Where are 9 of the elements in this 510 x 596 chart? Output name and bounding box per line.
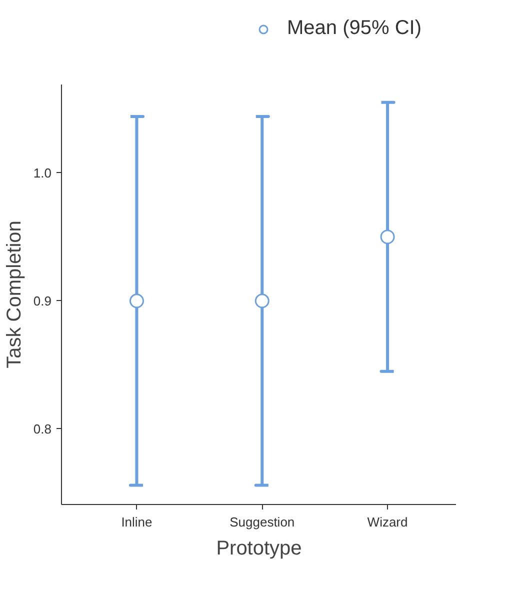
x-tick-label: Inline bbox=[121, 514, 152, 530]
y-axis-title: Task Completion bbox=[3, 220, 26, 368]
y-tick-label: 0.9 bbox=[33, 293, 52, 308]
legend-label: Mean (95% CI) bbox=[287, 17, 422, 40]
y-tick-label: 1.0 bbox=[33, 165, 52, 180]
x-tick-label: Wizard bbox=[367, 514, 408, 530]
x-tick-label: Suggestion bbox=[230, 514, 295, 530]
y-tick-label: 0.8 bbox=[33, 421, 52, 436]
x-axis-title: Prototype bbox=[216, 538, 302, 560]
